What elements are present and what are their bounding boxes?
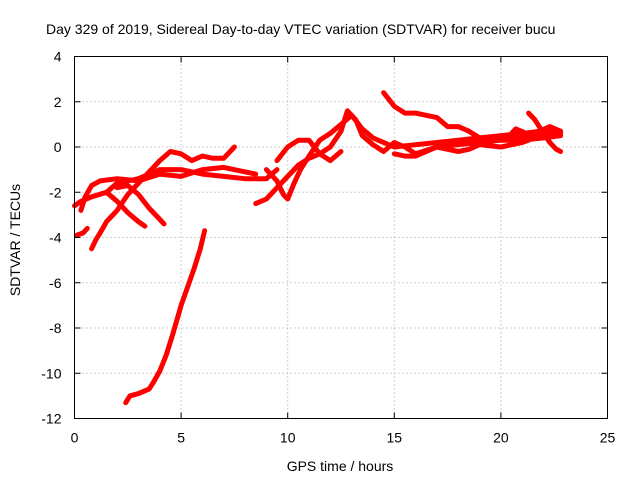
y-tick-label: 0 (54, 139, 62, 155)
series-arc-11 (381, 90, 564, 143)
y-tick-label: -4 (49, 230, 62, 246)
y-axis-title: SDTVAR / TECUs (7, 184, 23, 296)
chart-title: Day 329 of 2019, Sidereal Day-to-day VTE… (46, 21, 555, 37)
series-arc-1 (72, 167, 280, 209)
series-arc-12 (391, 137, 532, 159)
x-tick-label: 5 (177, 430, 185, 446)
series-arc-10 (274, 137, 344, 164)
x-tick-label: 0 (71, 430, 79, 446)
y-tick-label: -10 (41, 365, 61, 381)
series-arc-6 (114, 183, 167, 227)
y-tick-label: 2 (54, 94, 62, 110)
series-arc-14 (504, 124, 564, 141)
series-arc-5 (104, 189, 148, 229)
y-tick-label: 4 (54, 49, 62, 65)
y-tick-label: -2 (49, 184, 62, 200)
y-tick-label: -8 (49, 320, 62, 336)
grid-lines (74, 56, 608, 419)
x-tick-label: 25 (600, 430, 616, 446)
series-arc-4 (89, 144, 237, 252)
x-tick-label: 10 (280, 430, 296, 446)
series-arc-13 (526, 110, 564, 154)
y-tick-label: -6 (49, 275, 62, 291)
axis-ticks: 0 5 10 15 20 25 -12 -10 -8 -6 -4 -2 0 2 4 (41, 49, 615, 446)
x-axis-title: GPS time / hours (287, 458, 394, 474)
series-arc-3 (74, 225, 90, 238)
x-tick-label: 20 (493, 430, 509, 446)
plot-frame (74, 56, 608, 419)
series-arc-7 (123, 228, 208, 406)
series-arc-8 (253, 108, 564, 207)
x-tick-label: 15 (387, 430, 403, 446)
y-tick-label: -12 (41, 411, 61, 427)
series-layer (72, 90, 564, 406)
